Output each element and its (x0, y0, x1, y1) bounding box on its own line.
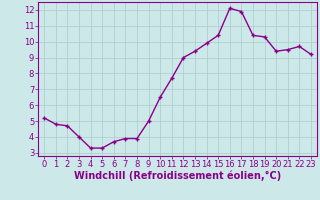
X-axis label: Windchill (Refroidissement éolien,°C): Windchill (Refroidissement éolien,°C) (74, 171, 281, 181)
